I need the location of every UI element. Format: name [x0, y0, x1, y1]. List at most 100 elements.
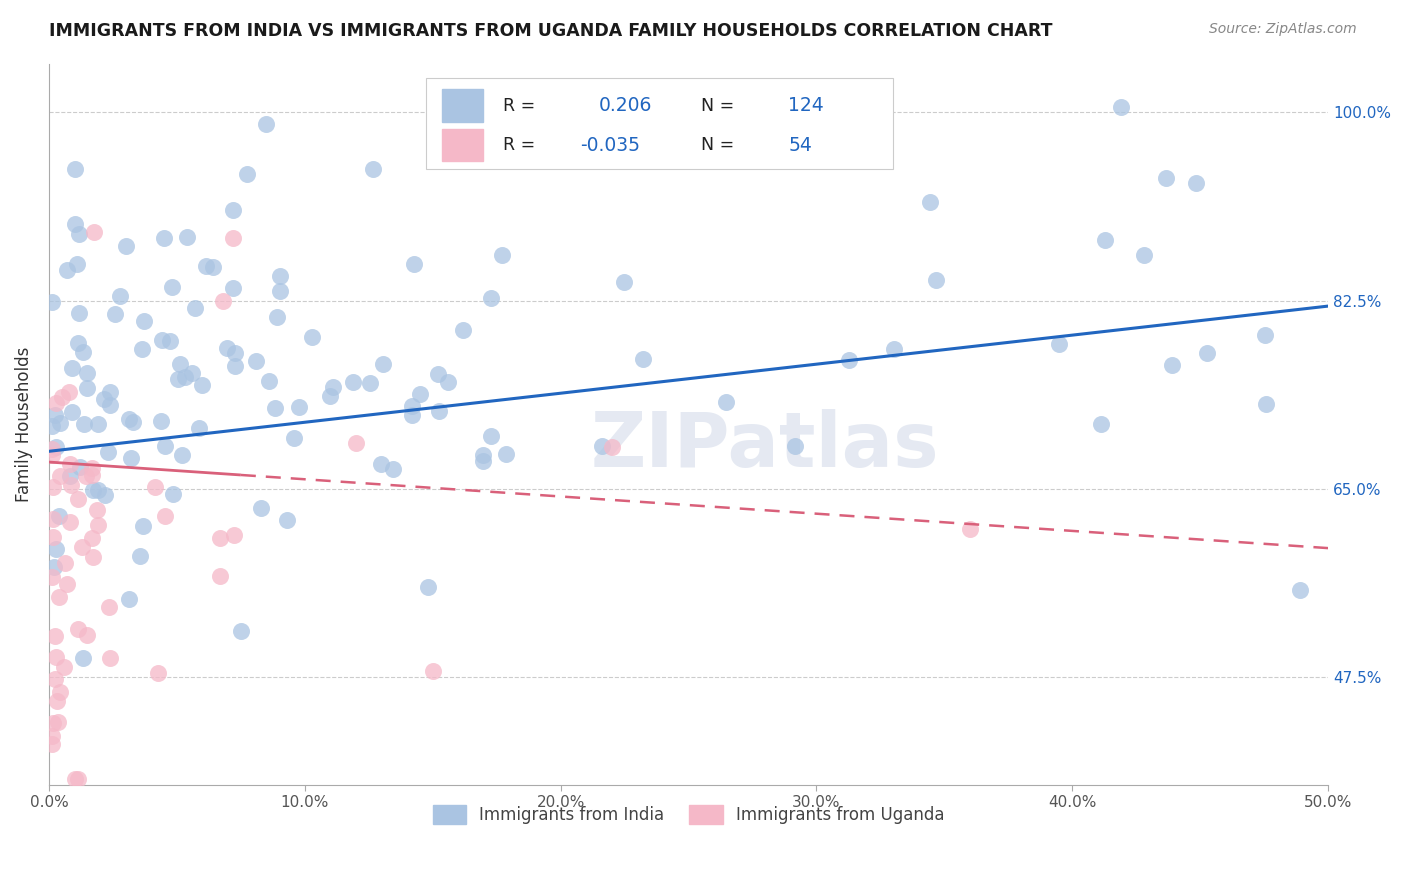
Point — [1047, 337, 1070, 351]
Point — [146, 666, 169, 681]
Point — [359, 376, 381, 390]
Point — [48, 685, 70, 699]
Point — [613, 276, 636, 290]
Point — [98, 650, 121, 665]
Y-axis label: Family Households: Family Households — [15, 347, 32, 502]
Point — [283, 431, 305, 445]
Point — [883, 343, 905, 357]
Point — [1154, 170, 1177, 185]
Point — [67, 622, 90, 636]
Point — [60, 405, 83, 419]
Point — [69, 460, 91, 475]
Point — [67, 306, 90, 320]
Point — [62, 361, 84, 376]
Text: N =: N = — [702, 97, 734, 115]
Point — [63, 772, 86, 787]
Point — [224, 359, 246, 373]
Point — [56, 577, 79, 591]
Point — [401, 408, 423, 422]
Point — [212, 293, 235, 308]
Point — [153, 231, 176, 245]
Point — [76, 366, 98, 380]
Point — [87, 417, 110, 431]
Point — [236, 167, 259, 181]
Point — [41, 295, 63, 310]
Point — [169, 357, 191, 371]
Point — [1109, 100, 1132, 114]
Point — [174, 369, 197, 384]
Point — [75, 468, 97, 483]
Point — [264, 401, 287, 415]
Point — [48, 714, 70, 729]
Point — [416, 580, 439, 594]
Point — [1094, 233, 1116, 247]
Point — [1185, 176, 1208, 190]
Text: 124: 124 — [789, 96, 824, 115]
Point — [49, 468, 72, 483]
Point — [117, 411, 139, 425]
Point — [1254, 327, 1277, 342]
Point — [479, 429, 502, 443]
Point — [59, 457, 82, 471]
Point — [381, 462, 404, 476]
Point — [97, 445, 120, 459]
Point — [52, 660, 75, 674]
Point — [66, 336, 89, 351]
Point — [155, 438, 177, 452]
Point — [131, 342, 153, 356]
Point — [41, 530, 63, 544]
Point — [72, 540, 94, 554]
Point — [401, 399, 423, 413]
Point — [42, 716, 65, 731]
Point — [73, 417, 96, 432]
Point — [222, 231, 245, 245]
Point — [187, 421, 209, 435]
Point — [41, 448, 63, 462]
Point — [495, 447, 517, 461]
Point — [224, 528, 246, 542]
Point — [191, 378, 214, 392]
Point — [231, 624, 253, 639]
Point — [44, 408, 66, 422]
Point — [783, 439, 806, 453]
Point — [82, 549, 104, 564]
Point — [42, 560, 65, 574]
Point — [208, 531, 231, 545]
Point — [633, 351, 655, 366]
Point — [925, 273, 948, 287]
Point — [93, 392, 115, 406]
Point — [58, 384, 80, 399]
Point — [162, 487, 184, 501]
Point — [195, 259, 218, 273]
Point — [80, 467, 103, 482]
Point — [1195, 346, 1218, 360]
Point — [370, 458, 392, 472]
Point — [55, 556, 77, 570]
Point — [1133, 248, 1156, 262]
Point — [76, 381, 98, 395]
Point — [41, 729, 63, 743]
Point — [46, 694, 69, 708]
Point — [83, 226, 105, 240]
Point — [104, 306, 127, 320]
Point — [180, 366, 202, 380]
Point — [471, 454, 494, 468]
Point — [44, 672, 66, 686]
FancyBboxPatch shape — [426, 78, 893, 169]
Text: ZIPatlas: ZIPatlas — [591, 409, 939, 483]
Point — [66, 257, 89, 271]
Point — [114, 239, 136, 253]
Text: 0.206: 0.206 — [599, 96, 652, 115]
Point — [82, 483, 104, 498]
Point — [86, 502, 108, 516]
Point — [600, 440, 623, 454]
Point — [72, 345, 94, 359]
Point — [45, 440, 67, 454]
Text: 54: 54 — [789, 136, 813, 155]
Point — [56, 262, 79, 277]
Point — [471, 448, 494, 462]
Point — [45, 396, 67, 410]
Point — [479, 291, 502, 305]
Point — [45, 542, 67, 557]
Point — [60, 478, 83, 492]
